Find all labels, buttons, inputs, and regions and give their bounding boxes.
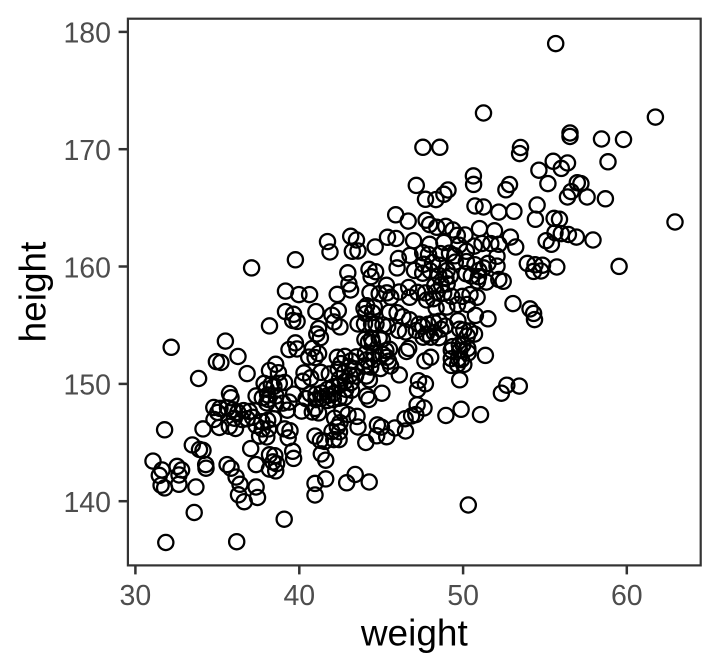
svg-text:60: 60 — [611, 580, 643, 612]
svg-text:50: 50 — [447, 580, 479, 612]
svg-text:150: 150 — [63, 370, 111, 402]
svg-text:height: height — [13, 241, 54, 343]
svg-text:170: 170 — [63, 135, 111, 167]
svg-text:40: 40 — [283, 580, 315, 612]
svg-text:160: 160 — [63, 252, 111, 284]
svg-text:140: 140 — [63, 487, 111, 519]
svg-text:180: 180 — [63, 18, 111, 50]
svg-text:30: 30 — [120, 580, 152, 612]
svg-text:weight: weight — [360, 613, 469, 654]
